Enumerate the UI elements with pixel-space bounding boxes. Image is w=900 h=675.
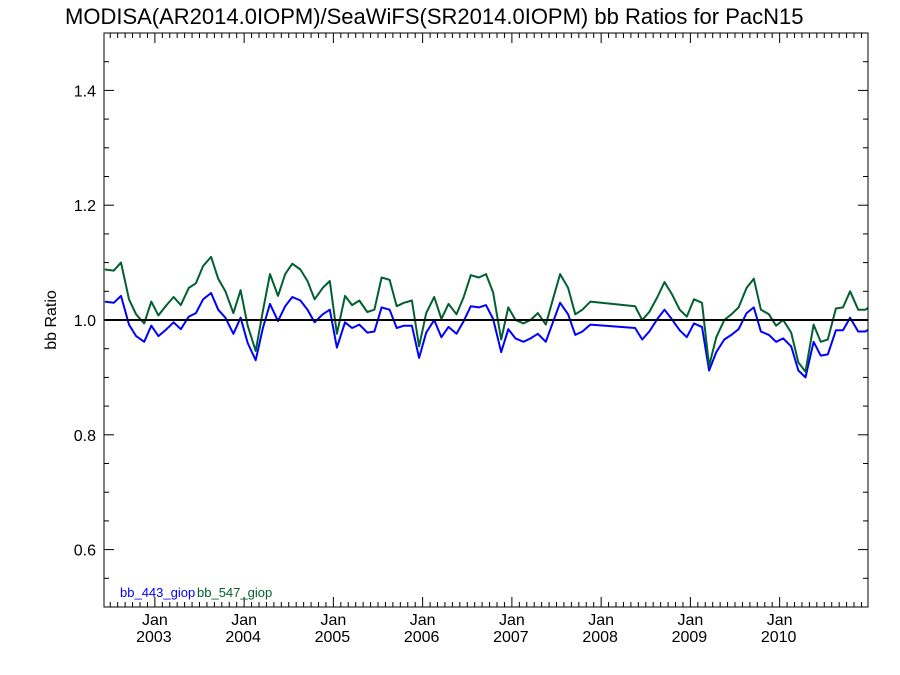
x-tick-label-month: Jan xyxy=(499,612,525,629)
legend: bb_443_giop bb_547_giop xyxy=(120,585,272,600)
plot-frame xyxy=(103,32,869,608)
x-tick-label-month: Jan xyxy=(320,612,346,629)
chart-title: MODISA(AR2014.0IOPM)/SeaWiFS(SR2014.0IOP… xyxy=(65,4,803,29)
y-axis-label: bb Ratio xyxy=(43,290,60,350)
x-tick-label-year: 2010 xyxy=(761,629,797,646)
legend-entry-bb-547-giop: bb_547_giop xyxy=(197,585,272,600)
y-tick-label: 0.8 xyxy=(74,428,96,445)
x-tick-label-year: 2007 xyxy=(493,629,529,646)
x-tick-label-month: Jan xyxy=(677,612,703,629)
y-tick-label: 1.0 xyxy=(74,313,96,330)
x-tick-label-month: Jan xyxy=(588,612,614,629)
x-tick-label-month: Jan xyxy=(767,612,793,629)
x-tick-label-year: 2004 xyxy=(225,629,261,646)
series-line-bb-443-giop xyxy=(104,292,868,379)
legend-entry-bb-443-giop: bb_443_giop xyxy=(120,585,195,600)
y-tick-label: 0.6 xyxy=(74,543,96,560)
x-tick-label-year: 2006 xyxy=(404,629,440,646)
y-tick-label: 1.2 xyxy=(74,198,96,215)
x-tick-label-month: Jan xyxy=(231,612,257,629)
series-layer xyxy=(104,255,868,379)
x-tick-label-month: Jan xyxy=(410,612,436,629)
y-tick-label: 1.4 xyxy=(74,83,96,100)
axes-group: 0.60.81.01.21.4Jan2003Jan2004Jan2005Jan2… xyxy=(74,32,868,646)
x-tick-label-year: 2009 xyxy=(672,629,708,646)
series-line-bb-547-giop xyxy=(104,255,868,373)
x-tick-label-month: Jan xyxy=(142,612,168,629)
x-tick-label-year: 2008 xyxy=(582,629,618,646)
x-tick-label-year: 2003 xyxy=(136,629,172,646)
x-tick-label-year: 2005 xyxy=(315,629,351,646)
